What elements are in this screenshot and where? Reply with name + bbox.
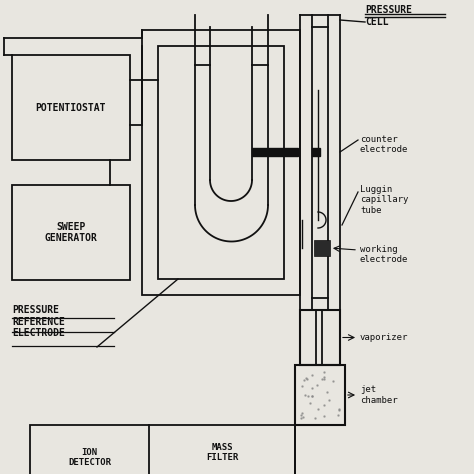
Text: working
electrode: working electrode	[360, 245, 409, 264]
Text: MASS
FILTER: MASS FILTER	[206, 443, 238, 462]
Text: jet
chamber: jet chamber	[360, 385, 398, 405]
Bar	[252, 148, 298, 156]
Bar	[12, 185, 130, 280]
Text: counter
electrode: counter electrode	[360, 135, 409, 155]
Bar	[142, 30, 300, 295]
Text: ION
DETECTOR: ION DETECTOR	[68, 448, 111, 467]
Text: PRESSURE
CELL: PRESSURE CELL	[365, 5, 412, 27]
Bar	[30, 425, 295, 474]
Text: vaporizer: vaporizer	[360, 333, 409, 342]
Text: PRESSURE
REFERENCE
ELECTRODE: PRESSURE REFERENCE ELECTRODE	[12, 305, 65, 338]
Text: SWEEP
GENERATOR: SWEEP GENERATOR	[45, 222, 98, 243]
Bar	[314, 240, 330, 256]
Text: Luggin
capillary
tube: Luggin capillary tube	[360, 185, 409, 215]
Text: POTENTIOSTAT: POTENTIOSTAT	[36, 102, 106, 112]
Bar	[12, 55, 130, 160]
Bar	[295, 365, 345, 425]
Bar	[312, 148, 320, 156]
Bar	[300, 310, 340, 365]
Bar	[158, 46, 284, 279]
